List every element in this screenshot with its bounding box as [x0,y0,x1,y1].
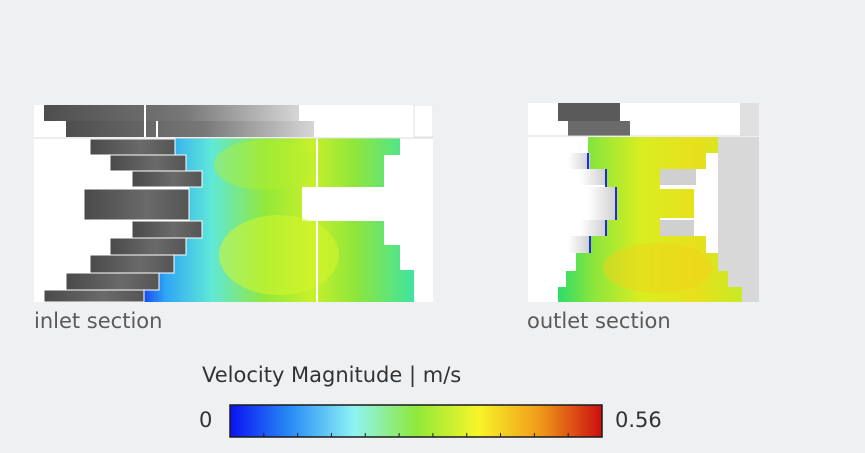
inlet-fast-core [219,215,339,295]
outlet-fast-core [603,243,713,293]
outlet-section-plot [528,103,759,302]
inlet-top-divider [144,105,146,137]
inlet-section-plot [34,105,433,302]
outlet-ledge-top [660,169,696,185]
outlet-wall-edges [587,153,617,253]
outlet-ledge-bottom [660,220,694,236]
inlet-section-view [34,105,433,302]
outlet-section-label: outlet section [527,309,671,333]
colorbar-min-label: 0 [199,408,213,432]
outlet-left-blocks [568,153,616,253]
colorbar-ticks [263,433,569,437]
outlet-section-view [528,103,759,302]
colorbar-title: Velocity Magnitude | m/s [202,363,462,387]
inlet-core-upper [214,140,314,190]
outlet-top-right-block [740,103,759,136]
outlet-top-band-2 [568,121,630,136]
outlet-top-band [558,103,620,121]
colorbar-max-label: 0.56 [615,408,662,432]
inlet-top-band [44,105,299,121]
colorbar [229,404,603,438]
colorbar-gradient [229,404,603,438]
inlet-top-right-block [413,105,433,138]
inlet-blade-bars [43,138,203,302]
inlet-top-divider-2 [156,121,158,137]
inlet-top-band-2 [66,121,314,137]
inlet-section-label: inlet section [34,309,163,333]
